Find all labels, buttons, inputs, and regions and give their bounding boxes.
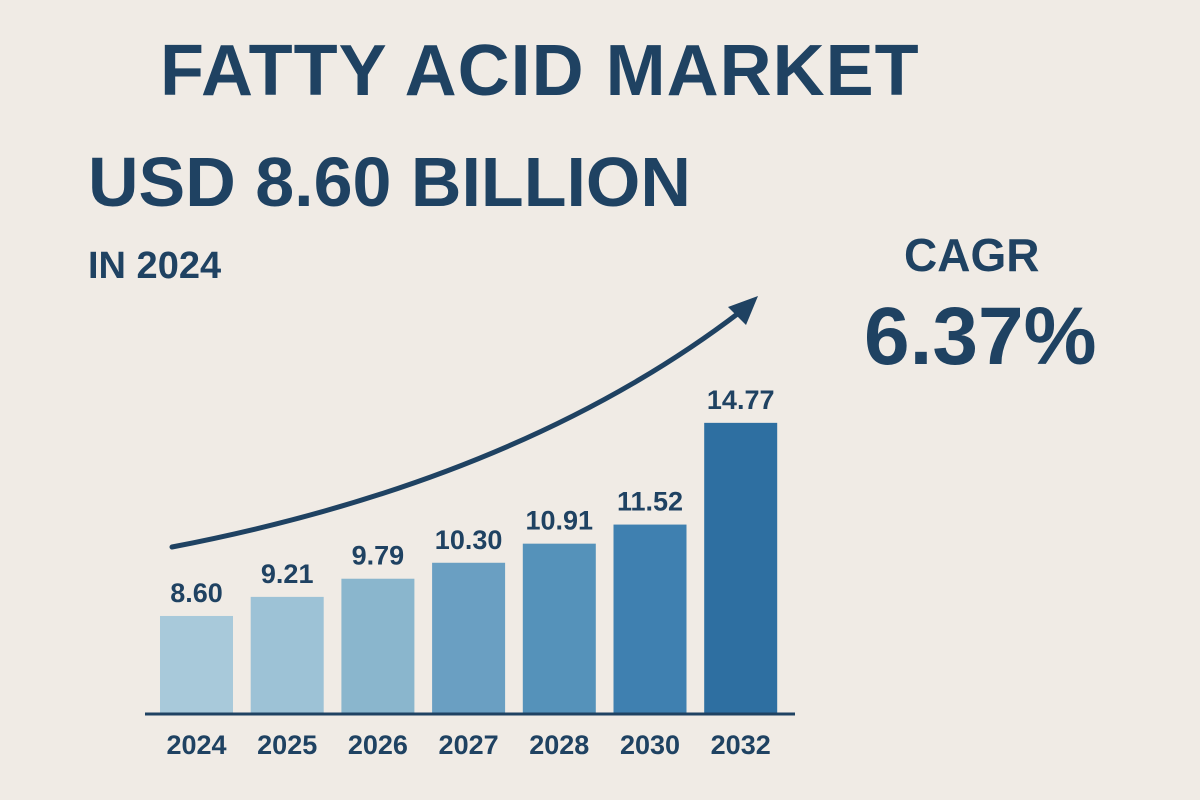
chart-title: FATTY ACID MARKET (160, 31, 920, 111)
data-label: 9.21 (261, 559, 314, 589)
data-label: 10.91 (526, 506, 594, 536)
bar-2032 (704, 422, 778, 713)
bar-2030 (613, 524, 687, 713)
bar-2026 (341, 578, 415, 713)
bar-2027 (432, 562, 506, 713)
cagr-label: CAGR (904, 229, 1040, 281)
data-label: 11.52 (617, 487, 683, 517)
x-tick-label: 2027 (439, 730, 499, 760)
x-tick-label: 2025 (257, 730, 317, 760)
x-tick-label: 2032 (711, 730, 771, 760)
bar-2024 (160, 615, 233, 713)
x-tick-label: 2028 (529, 730, 589, 760)
x-tick-label: 2024 (166, 730, 226, 760)
x-tick-label: 2026 (348, 730, 408, 760)
market-size-year: IN 2024 (88, 245, 222, 287)
bar-2028 (522, 543, 596, 713)
trend-arrow-curve (169, 309, 743, 550)
data-label: 8.60 (170, 578, 223, 608)
trend-arrow-head (728, 296, 758, 325)
data-label: 9.79 (352, 541, 405, 571)
data-label: 14.77 (707, 385, 775, 415)
cagr-value: 6.37% (864, 291, 1097, 382)
market-size-headline: USD 8.60 BILLION (88, 143, 691, 221)
x-tick-label: 2030 (620, 730, 680, 760)
bar-2025 (250, 596, 324, 713)
data-label: 10.30 (435, 525, 503, 555)
